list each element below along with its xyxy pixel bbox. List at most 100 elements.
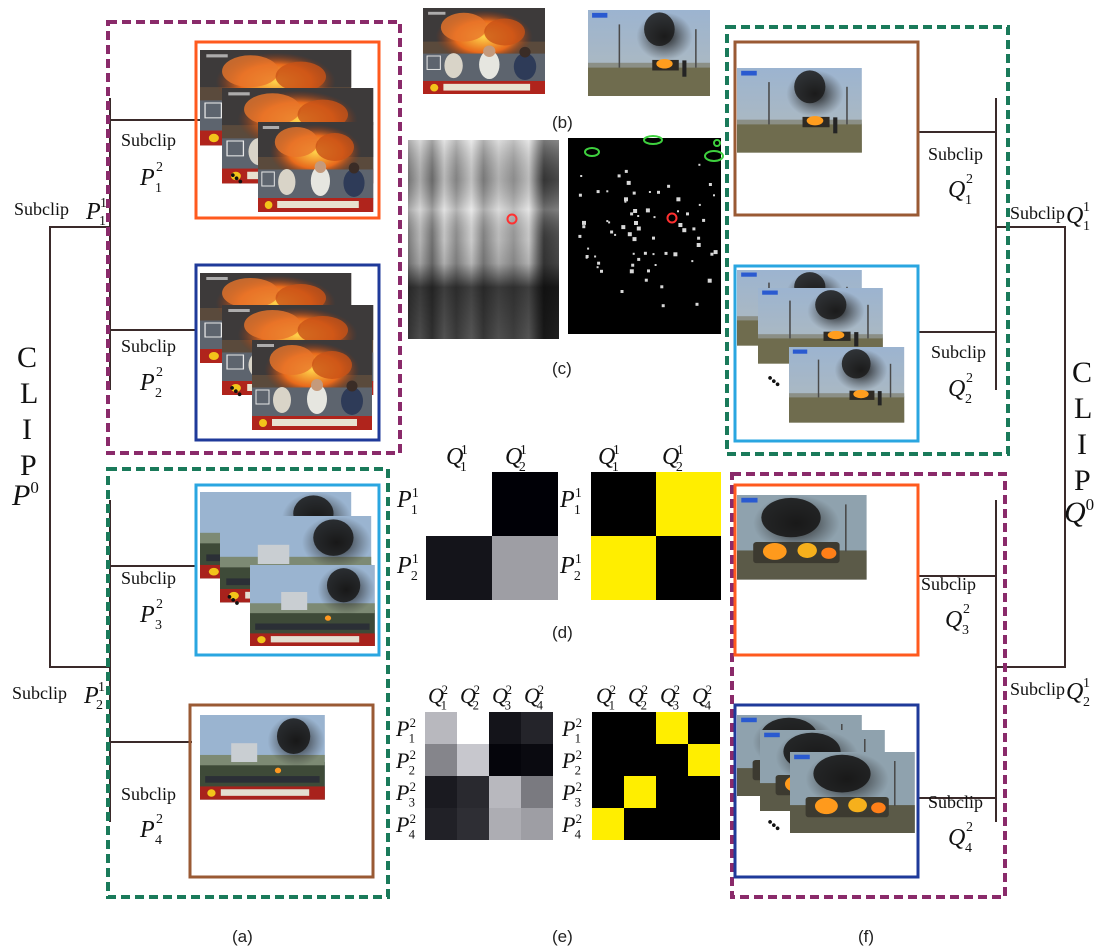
peak-dot [633,209,638,213]
matrix-d-sim-col-1: Q1 1 [446,443,468,475]
matrix-e-match-col-2-sub: 2 [641,699,647,713]
peak-dot [578,234,582,238]
matrix-e-sim-col-4-var: Q [524,683,540,708]
right-q12-sup: 2 [966,172,973,187]
matrix-e-match-col-1-sub: 1 [609,699,615,713]
peak-dot [636,226,641,231]
right-q11-label: Subclip Q 1 1 [1010,200,1090,234]
matrix-e-match-col-4-sub: 4 [705,699,712,713]
right-q21-sup: 1 [1083,676,1090,691]
matrix-e-match-row-2-sup: 2 [576,748,582,762]
thumb-q22-3 [789,347,905,423]
peak-dot [664,251,668,255]
right-q11-var: Q [1066,203,1083,229]
right-clip-letter-c: C [1072,356,1092,389]
stack-q42 [737,715,915,833]
stack-p12 [199,49,374,213]
matrix-d-match-col-1-sub: 1 [612,460,619,475]
matrix-e-match-col-2-var: Q [628,683,644,708]
left-clip-letter-p: P [20,449,37,482]
matrix-e-sim-row-2: P 2 2 [395,748,416,778]
right-q21-prefix: Subclip [1010,679,1065,699]
dashed-groups [106,20,1010,899]
left-p42-sup: 2 [156,812,163,827]
matrix-e-match-row-3: P 2 3 [561,780,582,810]
peak-dot [696,243,701,247]
right-q32-label: Subclip Q 2 3 [921,574,976,638]
left-frames [188,40,381,879]
left-clip-var: P0 [11,478,39,512]
thumb-p42 [200,715,325,800]
left-clip-label: C L I P P0 [11,341,39,512]
matrix-d-sim-row-2-var: P [396,553,412,579]
peak-dot [594,255,597,258]
matrix-e-sim-row-2-var: P [395,748,409,773]
matrix-e-sim-cell-r4-c2 [457,808,489,840]
peak-dot [707,278,712,283]
matrix-e-match-col-3: Q2 3 [660,683,680,713]
matrix-e-sim-col-3-sub: 3 [505,699,511,713]
keyframe-p [423,8,545,94]
matrix-e-match-row-4-var: P [561,812,575,837]
right-q32-var: Q [945,607,962,633]
matrix-e-sim-col-3-sup: 2 [506,683,512,697]
peak-dot [578,193,582,197]
right-purple-group [730,472,1007,899]
peak-dot [713,194,715,197]
thumb-p32-3 [250,565,375,646]
thumb-q32 [737,495,867,580]
matrix-d-sim-cell-r2-c1 [426,536,492,600]
matrix-d-match-row-1-sub: 1 [574,503,581,518]
right-q22-sup: 2 [966,371,973,386]
matrix-e-match-cell-r4-c1 [592,808,624,840]
peak-dot [644,278,648,282]
peak-dot [682,228,687,233]
ellipsis-q22: ••• [763,371,784,392]
matrix-e-sim-col-3-var: Q [492,683,508,708]
peak-dot [643,251,647,255]
frame-p32 [194,483,381,657]
matrix-e-sim-cell-r4-c4 [521,808,553,840]
matrix-e-sim-row-1-sup: 2 [410,716,416,730]
peak-dots [578,163,718,308]
matrix-e-match-row-2: P 2 2 [561,748,582,778]
matrix-d-sim-row-2-sup: 1 [412,552,419,567]
matrix-e-match-cell-r3-c1 [592,776,624,808]
matrix-e-match-cell-r3-c2 [624,776,656,808]
matrix-e-sim-row-1-sub: 1 [409,732,415,746]
matrix-d-similarity [426,472,558,600]
left-p32-sub: 3 [155,618,162,633]
frame-p12 [194,40,381,220]
panel-label-f: (f) [858,927,874,946]
panel-letters: (a) (b) (c) (d) (e) (f) [232,113,874,946]
peak-dot [630,212,634,216]
matrix-e-sim-col-2-sup: 2 [474,683,480,697]
matrix-d-match-cell-r2-c2 [656,536,721,600]
right-q32-prefix: Subclip [921,574,976,594]
right-q21-sub: 2 [1083,695,1090,710]
peak-green-2 [643,135,663,145]
peak-dot [632,252,635,255]
left-p42-var: P [139,817,155,843]
left-p21-sub: 2 [96,698,103,713]
matrix-e-sim-cell-r3-c1 [425,776,457,808]
right-clip-letter-l: L [1074,392,1092,425]
matrix-e-sim-row-3-var: P [395,780,409,805]
left-p42-sub: 4 [155,833,162,848]
matrix-d-sim-col-2-sub: 2 [519,460,526,475]
frame-q42 [733,703,920,879]
left-p22-var: P [139,370,155,396]
matrix-e-match-row-1-sup: 2 [576,716,582,730]
left-p22-prefix: Subclip [121,336,176,356]
right-q11-sub: 1 [1083,219,1090,234]
frame-p42 [188,703,375,879]
right-q42-label: Subclip Q 2 4 [928,792,983,856]
matrix-e-sim-row-3-sub: 3 [409,796,415,810]
matrix-e-sim-cell-r4-c3 [489,808,521,840]
peak-dot [648,191,651,193]
matrix-e-sim-cell-r3-c3 [489,776,521,808]
peak-dot [610,230,614,234]
frame-q12 [733,40,920,217]
matrix-e-match-col-2: Q2 2 [628,683,648,713]
matrix-d-sim-col-2-sup: 1 [520,443,527,458]
